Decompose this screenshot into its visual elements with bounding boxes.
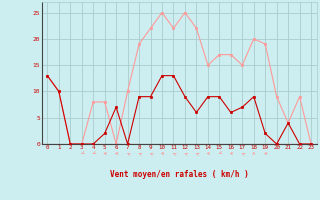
X-axis label: Vent moyen/en rafales ( km/h ): Vent moyen/en rafales ( km/h ) — [110, 170, 249, 179]
